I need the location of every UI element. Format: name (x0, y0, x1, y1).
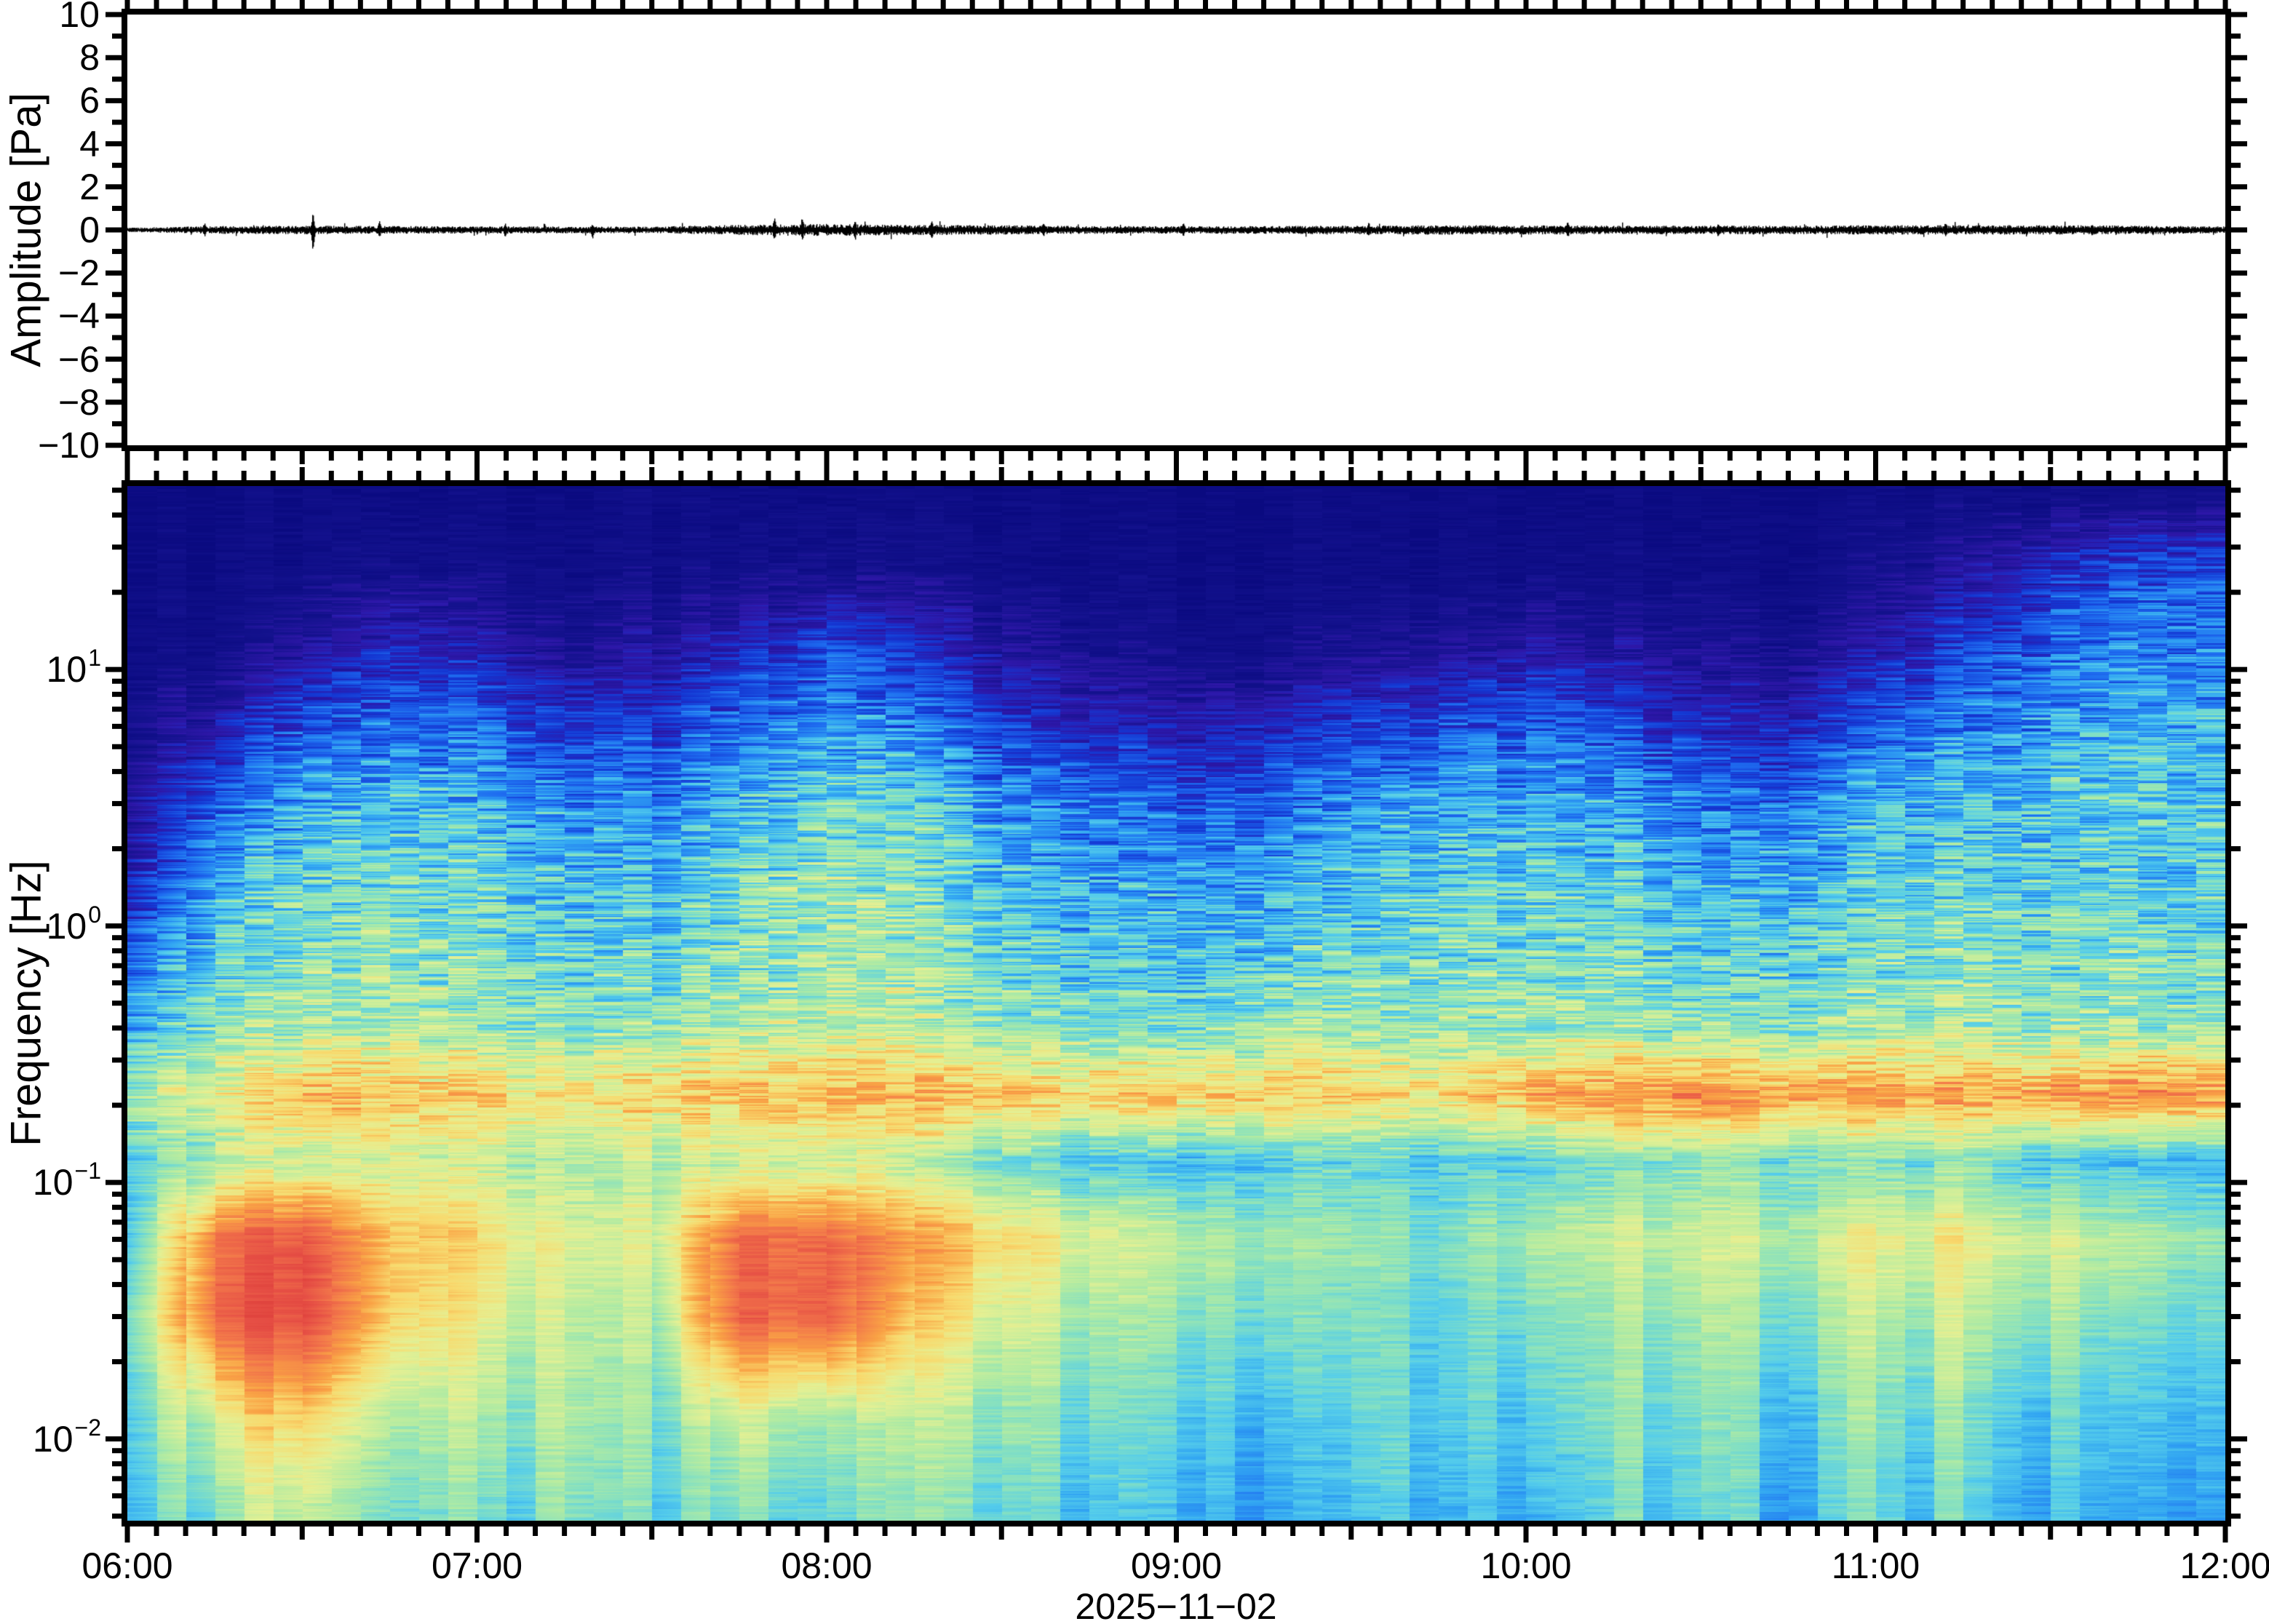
date-label: 2025−11−02 (1075, 1586, 1277, 1624)
amplitude-tick-label: 4 (79, 123, 100, 164)
frequency-tick-label: 101 (46, 645, 101, 690)
frequency-tick-label: 10−2 (32, 1414, 101, 1460)
amplitude-tick-label: −8 (57, 381, 100, 423)
amplitude-tick-label: 0 (79, 210, 100, 250)
spectrogram-panel (127, 486, 2225, 1521)
amplitude-tick-label: −2 (57, 252, 100, 294)
time-tick-label: 07:00 (431, 1545, 523, 1586)
frequency-tick-label: 10−1 (32, 1158, 101, 1203)
amplitude-tick-label: −6 (57, 338, 100, 380)
amplitude-tick-label: 8 (79, 37, 100, 79)
frequency-axis-label: Frequency [Hz] (2, 860, 50, 1147)
time-tick-label: 09:00 (1130, 1545, 1223, 1586)
amplitude-tick-label: −10 (38, 425, 100, 466)
amplitude-tick-label: 6 (79, 80, 100, 122)
amplitude-tick-label: −4 (57, 295, 100, 337)
time-tick-label: 06:00 (82, 1545, 173, 1586)
frequency-tick-label: 100 (46, 901, 101, 947)
waveform-trace (127, 15, 2225, 445)
time-tick-label: 08:00 (781, 1545, 873, 1586)
amplitude-tick-label: 10 (59, 0, 100, 35)
time-tick-label: 12:00 (2179, 1545, 2269, 1586)
time-tick-label: 10:00 (1480, 1545, 1572, 1586)
time-tick-label: 11:00 (1831, 1545, 1920, 1586)
amplitude-tick-label: 2 (79, 166, 100, 207)
spectrogram-heatmap (127, 486, 2225, 1521)
waveform-panel (127, 15, 2225, 445)
